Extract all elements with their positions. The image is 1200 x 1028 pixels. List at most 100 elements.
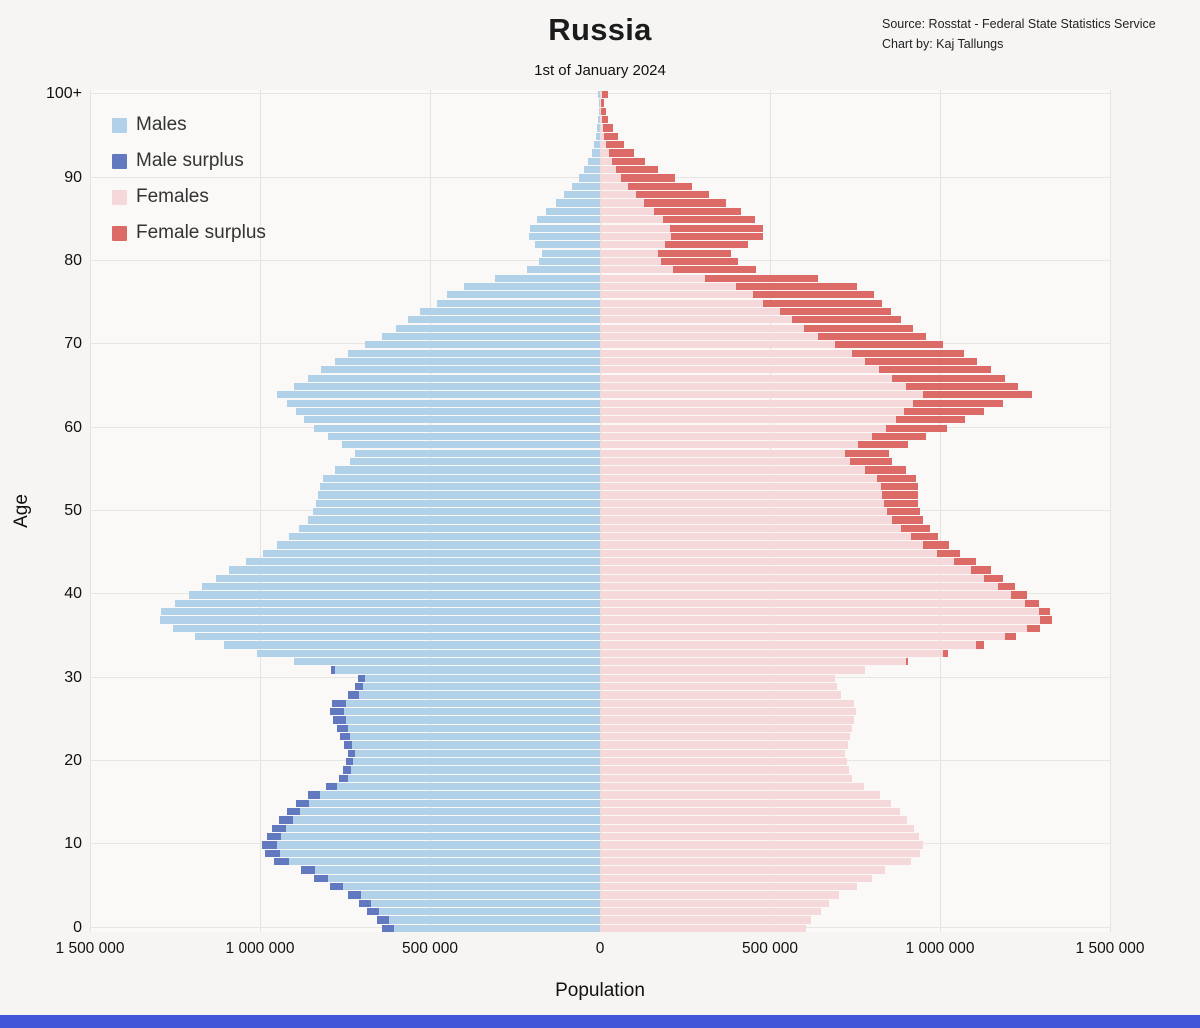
- males-bar: [334, 466, 600, 474]
- females-bar: [600, 908, 821, 916]
- male-bar-half: [90, 908, 600, 916]
- female-bar-half: [600, 141, 1110, 149]
- male-bar-half: [90, 441, 600, 449]
- males-bar: [537, 216, 600, 224]
- female-bar-half: [600, 324, 1110, 332]
- male-bar-half: [90, 407, 600, 416]
- female-surplus-bar: [900, 524, 930, 532]
- female-surplus-bar: [635, 191, 709, 199]
- female-bar-half: [600, 891, 1110, 899]
- y-tick-label: 50: [64, 502, 82, 519]
- bar-row-age-68: [90, 357, 1110, 366]
- x-tick-label: 1 500 000: [55, 940, 125, 957]
- female-bar-half: [600, 899, 1110, 907]
- female-bar-half: [600, 833, 1110, 841]
- males-bar: [294, 658, 600, 666]
- males-bar: [394, 924, 600, 932]
- males-bar: [555, 199, 600, 207]
- males-bar: [353, 758, 600, 766]
- male-bar-half: [90, 299, 600, 307]
- male-surplus-bar: [265, 849, 281, 857]
- female-surplus-bar: [615, 166, 659, 174]
- female-surplus-bar: [657, 249, 731, 257]
- female-bar-half: [600, 649, 1110, 657]
- females-bar: [600, 724, 853, 732]
- males-bar: [173, 624, 600, 632]
- female-surplus-bar: [644, 199, 726, 207]
- female-bar-half: [600, 582, 1110, 591]
- males-bar: [588, 157, 600, 166]
- male-bar-half: [90, 916, 600, 924]
- female-surplus-bar: [882, 491, 918, 499]
- male-bar-half: [90, 232, 600, 241]
- bar-row-age-74: [90, 307, 1110, 316]
- male-surplus-bar: [278, 816, 293, 824]
- female-bar-half: [600, 566, 1110, 574]
- bar-row-age-69: [90, 349, 1110, 357]
- female-bar-half: [600, 866, 1110, 874]
- female-bar-half: [600, 424, 1110, 432]
- male-bar-half: [90, 99, 600, 107]
- gridline-vertical: [90, 90, 91, 932]
- male-bar-half: [90, 724, 600, 732]
- females-bar: [600, 899, 830, 907]
- females-bar: [600, 457, 850, 466]
- male-bar-half: [90, 683, 600, 691]
- females-bar: [600, 549, 937, 557]
- bar-row-age-100: [90, 91, 1110, 99]
- males-bar: [322, 474, 600, 482]
- female-bar-half: [600, 91, 1110, 99]
- female-surplus-bar: [936, 549, 961, 557]
- females-bar: [600, 858, 912, 866]
- males-bar: [246, 557, 600, 566]
- males-bar: [277, 841, 600, 849]
- female-bar-half: [600, 716, 1110, 724]
- bar-row-age-79: [90, 266, 1110, 274]
- female-bar-half: [600, 532, 1110, 541]
- females-bar: [600, 449, 845, 457]
- male-bar-half: [90, 883, 600, 891]
- bar-row-age-22: [90, 741, 1110, 749]
- female-surplus-bar: [601, 107, 606, 116]
- males-bar: [159, 616, 600, 624]
- males-bar: [526, 266, 600, 274]
- female-bar-half: [600, 874, 1110, 882]
- legend-label: Male surplus: [136, 150, 244, 171]
- male-bar-half: [90, 107, 600, 116]
- female-surplus-bar: [1038, 607, 1051, 616]
- bar-row-age-96: [90, 124, 1110, 132]
- bar-row-age-20: [90, 758, 1110, 766]
- female-bar-half: [600, 124, 1110, 132]
- males-bar: [538, 257, 600, 266]
- male-bar-half: [90, 899, 600, 907]
- male-surplus-bar: [314, 874, 328, 882]
- male-bar-half: [90, 816, 600, 824]
- bar-row-age-39: [90, 599, 1110, 607]
- females-bar: [600, 874, 872, 882]
- female-bar-half: [600, 399, 1110, 407]
- male-bar-half: [90, 649, 600, 657]
- male-surplus-bar: [344, 741, 353, 749]
- males-bar: [307, 516, 600, 524]
- males-bar: [598, 107, 600, 116]
- bottom-scrollbar[interactable]: [0, 1015, 1200, 1028]
- males-bar: [300, 808, 600, 816]
- bar-row-age-83: [90, 232, 1110, 241]
- chart-author-line: Chart by: Kaj Tallungs: [882, 37, 1004, 51]
- female-bar-half: [600, 241, 1110, 249]
- males-bar: [584, 166, 600, 174]
- males-bar: [277, 541, 600, 549]
- females-bar: [600, 291, 753, 299]
- female-surplus-bar: [906, 658, 908, 666]
- gridline-vertical: [1110, 90, 1111, 932]
- male-bar-half: [90, 691, 600, 699]
- females-bar: [600, 299, 764, 307]
- females-bar: [600, 658, 906, 666]
- female-bar-half: [600, 858, 1110, 866]
- bar-row-age-62: [90, 407, 1110, 416]
- legend: Males Male surplus Females Female surplu…: [112, 114, 266, 244]
- male-bar-half: [90, 749, 600, 757]
- male-bar-half: [90, 741, 600, 749]
- male-bar-half: [90, 549, 600, 557]
- females-bar: [600, 224, 670, 232]
